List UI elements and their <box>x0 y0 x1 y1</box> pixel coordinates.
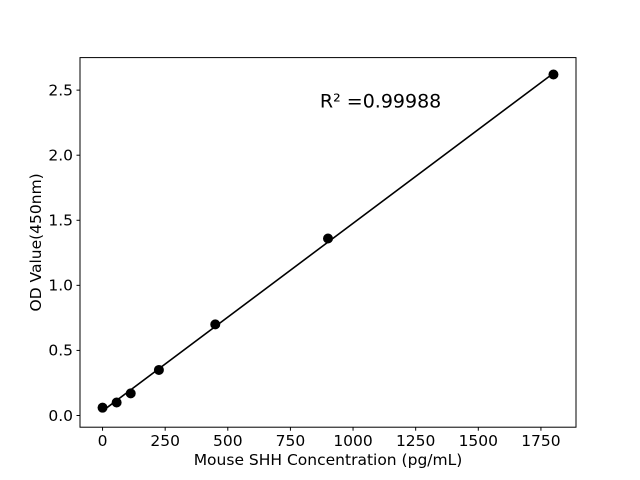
data-point <box>153 364 164 375</box>
y-tick-label: 1.5 <box>48 212 73 230</box>
plot-frame <box>79 57 577 428</box>
y-tick-label: 2.0 <box>48 147 73 165</box>
data-series <box>97 69 559 413</box>
y-axis-ticks: 0.0 0.5 1.0 1.5 2.0 2.5 <box>48 81 80 425</box>
data-point <box>548 69 559 80</box>
x-axis-ticks: 0 250 500 750 1000 1250 1500 1750 <box>98 427 561 450</box>
data-point <box>125 388 136 399</box>
x-tick-label: 0 <box>98 432 108 450</box>
y-tick-label: 1.0 <box>48 277 73 295</box>
data-point <box>97 402 108 413</box>
x-tick-label: 500 <box>213 432 243 450</box>
x-tick-label: 250 <box>150 432 180 450</box>
x-tick-label: 1750 <box>521 432 560 450</box>
x-tick-label: 1500 <box>459 432 498 450</box>
data-point <box>111 397 122 408</box>
x-tick-label: 1250 <box>396 432 435 450</box>
data-point <box>323 233 333 244</box>
x-tick-label: 750 <box>276 432 306 450</box>
x-tick-label: 1000 <box>333 432 372 450</box>
y-tick-label: 2.5 <box>48 81 73 99</box>
x-axis-label: Mouse SHH Concentration (pg/mL) <box>194 451 463 469</box>
y-tick-label: 0.0 <box>48 407 73 425</box>
data-point <box>210 319 221 330</box>
y-axis-label: OD Value(450nm) <box>27 173 45 311</box>
y-tick-label: 0.5 <box>48 342 73 360</box>
r-squared-annotation: R² =0.99988 <box>320 91 441 113</box>
